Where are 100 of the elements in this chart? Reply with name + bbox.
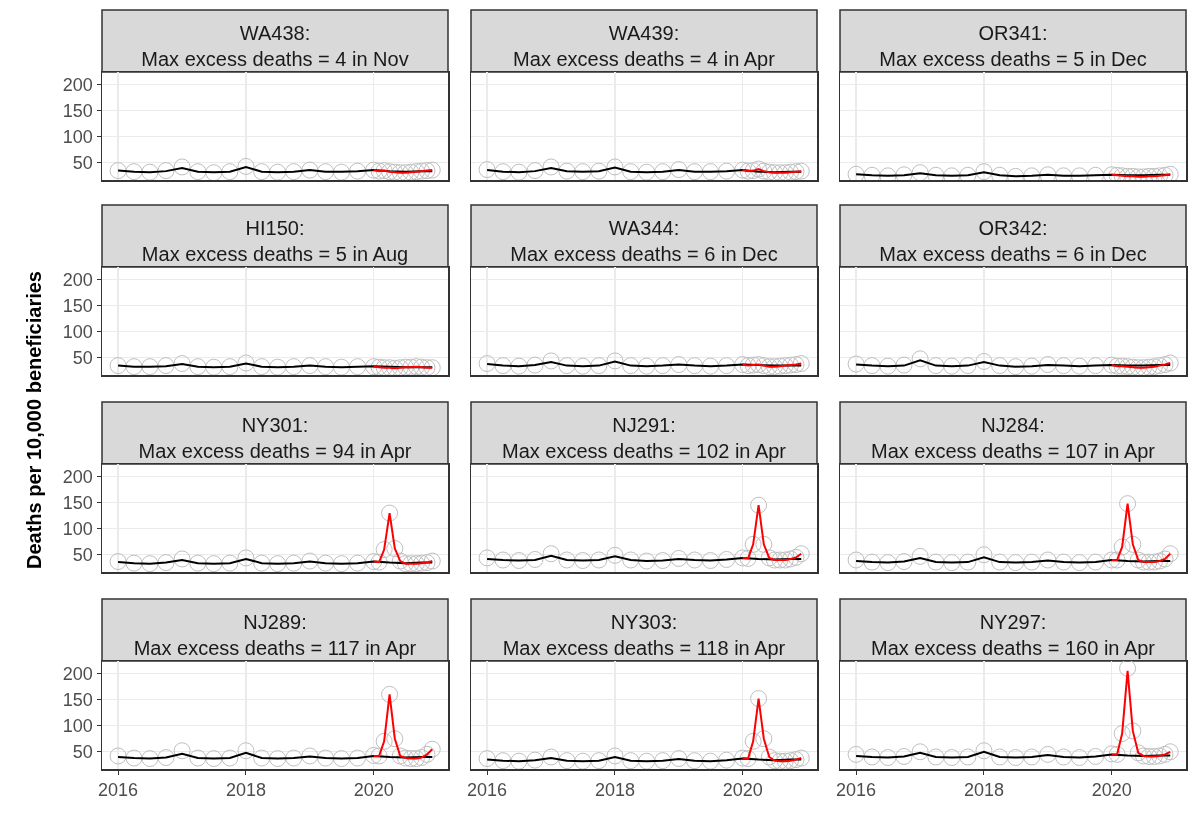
point bbox=[125, 554, 143, 572]
x-tick-label: 2020 bbox=[722, 780, 763, 801]
point bbox=[1129, 359, 1147, 375]
point bbox=[1156, 550, 1174, 568]
point bbox=[1007, 749, 1025, 767]
point bbox=[1145, 553, 1163, 571]
point bbox=[285, 554, 303, 572]
point bbox=[478, 549, 496, 567]
point bbox=[141, 750, 159, 768]
point bbox=[1087, 747, 1105, 765]
point bbox=[1135, 747, 1152, 765]
point bbox=[787, 548, 805, 566]
point bbox=[776, 752, 794, 769]
point bbox=[402, 750, 420, 768]
point bbox=[975, 546, 993, 564]
point bbox=[750, 690, 768, 708]
point bbox=[1070, 749, 1088, 767]
point bbox=[558, 551, 576, 569]
x-tick-label: 2020 bbox=[1091, 780, 1132, 801]
point bbox=[221, 554, 239, 572]
point bbox=[478, 750, 496, 768]
point bbox=[269, 750, 287, 768]
y-tick-label: 200 bbox=[62, 269, 93, 290]
point bbox=[959, 553, 977, 571]
point bbox=[1039, 551, 1057, 569]
point bbox=[189, 749, 207, 767]
point bbox=[771, 551, 789, 569]
point bbox=[686, 551, 704, 569]
point bbox=[397, 555, 414, 572]
point bbox=[285, 749, 303, 767]
x-tick-label: 2020 bbox=[353, 780, 394, 801]
point bbox=[792, 749, 810, 767]
point bbox=[776, 551, 794, 569]
point bbox=[895, 356, 913, 374]
point bbox=[606, 546, 624, 564]
point bbox=[301, 747, 319, 765]
point bbox=[654, 552, 672, 570]
point bbox=[173, 550, 191, 568]
point bbox=[739, 750, 757, 768]
point bbox=[125, 749, 143, 767]
point bbox=[1087, 357, 1105, 375]
y-tick-label: 100 bbox=[62, 322, 93, 342]
point bbox=[744, 732, 762, 750]
y-tick-label: 50 bbox=[72, 742, 93, 763]
point bbox=[911, 547, 929, 565]
point bbox=[1070, 357, 1088, 375]
point bbox=[847, 745, 865, 763]
point bbox=[1055, 553, 1073, 571]
point bbox=[895, 553, 913, 571]
chart-title: WA344: Max excess deaths = 6 in Dec bbox=[510, 217, 778, 265]
point bbox=[157, 749, 175, 767]
point bbox=[1055, 357, 1073, 375]
point bbox=[1151, 357, 1169, 375]
point bbox=[718, 751, 736, 769]
point bbox=[863, 748, 881, 766]
point bbox=[1119, 358, 1137, 375]
point bbox=[1161, 743, 1179, 761]
point bbox=[744, 535, 762, 553]
point bbox=[317, 554, 335, 572]
point bbox=[782, 550, 800, 568]
y-tick-label: 50 bbox=[72, 348, 93, 369]
point bbox=[1023, 553, 1041, 571]
point bbox=[1156, 356, 1174, 374]
x-tick-label: 2018 bbox=[963, 780, 1004, 801]
chart-title: WA439: Max excess deaths = 4 in Apr bbox=[513, 22, 776, 70]
point bbox=[370, 747, 388, 765]
point bbox=[1145, 747, 1163, 765]
point bbox=[526, 751, 544, 769]
point bbox=[205, 750, 223, 768]
point bbox=[1103, 356, 1121, 374]
x-tick-label: 2016 bbox=[98, 780, 139, 801]
y-tick-label: 200 bbox=[62, 466, 93, 487]
point bbox=[391, 552, 409, 570]
point bbox=[1039, 356, 1057, 374]
point bbox=[413, 749, 431, 767]
point bbox=[375, 541, 393, 559]
point bbox=[1124, 358, 1142, 375]
point bbox=[1135, 359, 1152, 375]
point bbox=[638, 752, 656, 769]
chart-title: NJ289: Max excess deaths = 117 in Apr bbox=[133, 611, 417, 659]
point bbox=[991, 553, 1009, 571]
point bbox=[349, 749, 367, 767]
point bbox=[1156, 745, 1174, 763]
point bbox=[1119, 495, 1137, 513]
point bbox=[1113, 357, 1131, 375]
point bbox=[397, 749, 414, 767]
point bbox=[1129, 744, 1147, 762]
point bbox=[237, 742, 255, 760]
point bbox=[1129, 551, 1147, 569]
point bbox=[1103, 745, 1121, 763]
point bbox=[1070, 554, 1088, 572]
point bbox=[332, 750, 350, 768]
point bbox=[792, 545, 810, 563]
point bbox=[1039, 745, 1057, 763]
y-axis-title: Deaths per 10,000 beneficiaries bbox=[22, 271, 46, 569]
point bbox=[755, 730, 773, 748]
point bbox=[494, 752, 512, 769]
point bbox=[1135, 553, 1152, 571]
point bbox=[755, 535, 773, 553]
point bbox=[911, 350, 929, 368]
